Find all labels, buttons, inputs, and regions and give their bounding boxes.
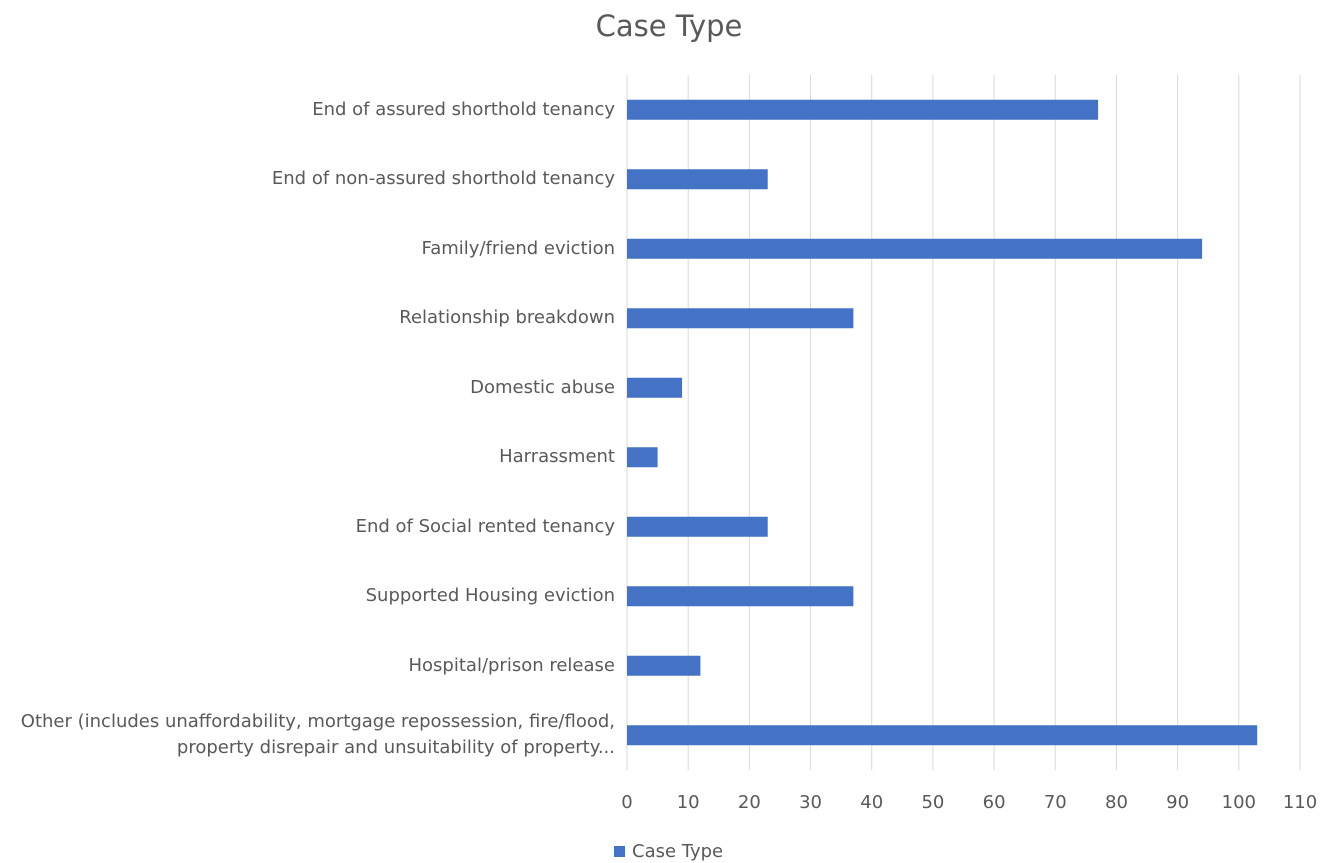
x-tick-label: 70: [1044, 792, 1067, 813]
x-tick-label: 20: [738, 792, 761, 813]
bar: [627, 169, 768, 190]
bar: [627, 238, 1203, 259]
y-tick-label: Harrassment: [499, 446, 615, 468]
x-tick-label: 0: [621, 792, 632, 813]
x-tick-label: 110: [1283, 792, 1317, 813]
y-tick-label: Hospital/prison release: [408, 654, 616, 676]
legend-label: Case Type: [632, 841, 723, 862]
bar: [627, 725, 1258, 746]
bar: [627, 586, 854, 607]
x-tick-label: 90: [1166, 792, 1189, 813]
x-tick-label: 60: [983, 792, 1006, 813]
y-tick-label: End of assured shorthold tenancy: [312, 98, 615, 120]
x-tick-label: 100: [1222, 792, 1256, 813]
y-tick-label: End of non-assured shorthold tenancy: [271, 168, 615, 190]
x-tick-label: 40: [860, 792, 883, 813]
x-tick-label: 50: [921, 792, 944, 813]
bar: [627, 447, 658, 468]
bar: [627, 377, 683, 398]
x-tick-label: 10: [677, 792, 700, 813]
bar: [627, 655, 701, 676]
y-tick-label: Domestic abuse: [470, 376, 615, 398]
legend-swatch: [614, 846, 625, 857]
x-tick-label: 80: [1105, 792, 1128, 813]
chart-title: Case Type: [596, 9, 743, 43]
y-tick-label: End of Social rented tenancy: [355, 515, 615, 537]
bar: [627, 308, 854, 329]
bar: [627, 516, 768, 537]
y-tick-label: Supported Housing eviction: [365, 585, 615, 607]
y-tick-label: Family/friend eviction: [421, 237, 615, 259]
x-tick-label: 30: [799, 792, 822, 813]
y-tick-label: Other (includes unaffordability, mortgag…: [20, 711, 615, 759]
bar: [627, 99, 1099, 120]
y-tick-label: Relationship breakdown: [399, 307, 615, 329]
